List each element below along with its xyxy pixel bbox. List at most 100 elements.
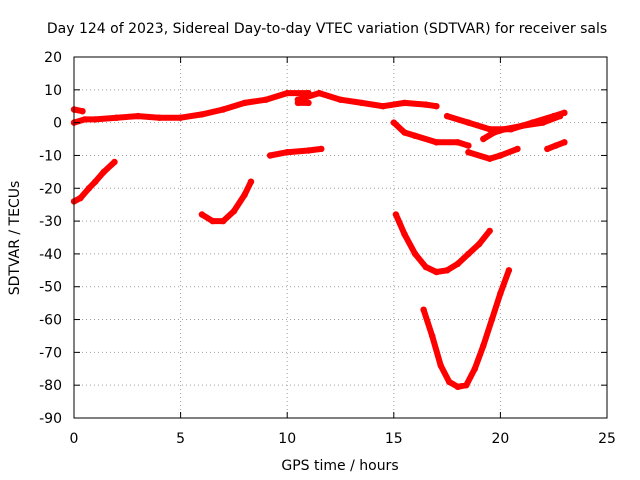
data-point xyxy=(379,103,387,110)
data-point xyxy=(514,145,521,153)
series-arc-2 xyxy=(71,90,312,126)
data-point xyxy=(497,290,504,297)
series-arc-6 xyxy=(267,145,325,159)
y-tick-label: 0 xyxy=(53,116,62,132)
data-point xyxy=(305,99,312,107)
data-point xyxy=(422,101,429,108)
series-arc-13 xyxy=(392,211,493,275)
data-point xyxy=(198,111,206,118)
x-tick-label: 25 xyxy=(598,431,616,447)
x-tick-label: 0 xyxy=(70,431,79,447)
plot-frame xyxy=(73,56,608,419)
data-point xyxy=(177,114,184,121)
data-point xyxy=(358,99,365,107)
data-point xyxy=(401,129,408,136)
y-tick-label: -10 xyxy=(39,148,62,164)
data-point xyxy=(220,217,227,225)
x-axis-title: GPS time / hours xyxy=(281,458,398,474)
data-point xyxy=(480,342,487,349)
x-tick-label: 5 xyxy=(176,431,185,447)
chart-title: Day 124 of 2023, Sidereal Day-to-day VTE… xyxy=(47,21,607,37)
data-point xyxy=(390,119,397,126)
data-point xyxy=(463,382,470,389)
series-arc-4 xyxy=(294,90,440,110)
data-point xyxy=(111,158,118,166)
grid-layer xyxy=(74,57,607,418)
data-point xyxy=(113,114,120,121)
y-tick-label: -20 xyxy=(39,181,62,197)
data-point xyxy=(488,316,496,323)
y-tick-label: -60 xyxy=(39,313,62,329)
data-point xyxy=(392,211,400,218)
data-point xyxy=(85,185,93,192)
data-point xyxy=(486,227,493,235)
data-point xyxy=(552,142,559,149)
data-point xyxy=(420,306,427,313)
data-point xyxy=(100,168,108,176)
y-tick-label: -80 xyxy=(39,378,62,394)
data-point xyxy=(262,96,270,103)
series-arc-9 xyxy=(465,145,521,162)
data-point xyxy=(241,191,248,198)
data-point xyxy=(544,145,551,153)
y-tick-label: -50 xyxy=(39,280,62,296)
data-point xyxy=(266,152,274,159)
data-point xyxy=(92,116,99,123)
data-point xyxy=(539,119,547,126)
series-arc-7 xyxy=(198,178,254,225)
data-point xyxy=(284,149,291,156)
data-point xyxy=(475,240,483,248)
data-point xyxy=(294,99,302,107)
data-point xyxy=(465,142,472,149)
y-tick-label: -70 xyxy=(39,345,62,361)
data-point xyxy=(318,145,325,153)
data-point xyxy=(433,268,440,276)
y-tick-label: -40 xyxy=(39,247,62,263)
data-point xyxy=(490,129,498,136)
data-point xyxy=(305,147,312,154)
data-point xyxy=(247,178,255,185)
data-point xyxy=(443,267,451,274)
data-point xyxy=(81,116,88,123)
data-point xyxy=(401,99,408,107)
data-point xyxy=(198,211,206,218)
data-point xyxy=(209,217,216,225)
data-point xyxy=(411,250,419,258)
data-point xyxy=(134,112,142,120)
data-point xyxy=(241,99,248,107)
y-tick-label: -30 xyxy=(39,214,62,230)
data-point xyxy=(454,383,461,390)
data-point xyxy=(556,112,564,120)
y-tick-label: 10 xyxy=(44,83,62,99)
data-point xyxy=(561,139,568,146)
data-point xyxy=(501,126,508,133)
y-tick-label: 20 xyxy=(44,50,62,66)
data-point xyxy=(518,122,525,130)
data-point xyxy=(433,103,440,110)
data-point xyxy=(284,89,291,97)
data-point xyxy=(422,263,429,271)
data-point xyxy=(471,365,478,372)
data-point xyxy=(497,152,504,159)
data-point xyxy=(454,139,461,146)
data-point xyxy=(465,149,472,156)
x-tick-label: 15 xyxy=(385,431,403,447)
data-point xyxy=(156,114,163,121)
data-point xyxy=(454,260,461,267)
data-point xyxy=(480,135,487,143)
tick-layer: 20 10 0 -10 -20 -30 -40 -50 -60 -70 -80 -90 0 5 10 15 20… xyxy=(39,50,616,447)
data-point xyxy=(337,96,344,103)
data-point xyxy=(465,250,472,258)
data-point xyxy=(433,139,440,146)
data-point xyxy=(401,231,408,238)
x-tick-label: 20 xyxy=(491,431,509,447)
data-point xyxy=(443,112,451,120)
y-tick-label: -90 xyxy=(39,411,62,427)
data-point xyxy=(220,106,227,113)
series-arc-14 xyxy=(420,267,512,390)
data-point xyxy=(437,362,444,369)
data-point xyxy=(411,132,419,139)
data-point xyxy=(79,108,86,115)
data-point xyxy=(505,267,513,274)
